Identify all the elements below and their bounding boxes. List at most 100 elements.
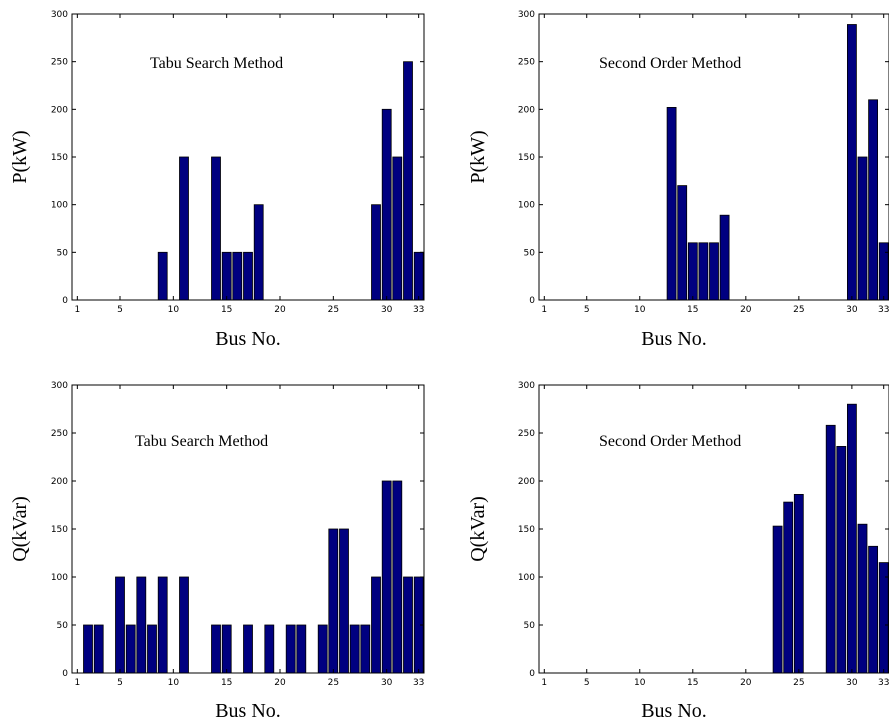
bar-bus-27 <box>349 624 360 674</box>
x-tick-label: 33 <box>413 678 424 688</box>
x-tick-label: 10 <box>168 305 180 315</box>
x-tick-label: 25 <box>328 305 339 315</box>
bar-bus-9 <box>157 576 168 674</box>
bar-bus-32 <box>403 61 413 301</box>
method-annotation: Tabu Search Method <box>135 433 268 450</box>
bar-bus-16 <box>698 242 709 301</box>
x-tick-label: 33 <box>413 305 424 315</box>
x-tick-label: 20 <box>740 678 752 688</box>
y-axis-label: Q(kVar) <box>9 496 31 562</box>
x-tick-label: 15 <box>687 678 698 688</box>
y-axis-label: P(kW) <box>9 130 31 183</box>
bar-bus-16 <box>232 251 243 301</box>
x-tick-label: 10 <box>634 678 646 688</box>
y-axis-label: Q(kVar) <box>467 496 489 562</box>
y-tick-label: 150 <box>51 525 68 535</box>
bar-bus-30 <box>381 480 392 674</box>
bar-bus-2 <box>83 624 93 674</box>
y-tick-label: 100 <box>51 573 68 583</box>
bar-bus-29 <box>371 576 381 674</box>
bar-bus-30 <box>381 108 392 301</box>
bar-bus-31 <box>857 523 868 674</box>
bar-bus-6 <box>125 624 136 674</box>
y-axis-label: P(kW) <box>467 130 489 183</box>
bar-bus-30 <box>847 403 857 674</box>
x-tick-label: 30 <box>381 305 393 315</box>
x-tick-label: 25 <box>793 305 804 315</box>
y-tick-label: 300 <box>51 381 68 391</box>
x-axis-label: Bus No. <box>641 328 707 350</box>
y-tick-label: 100 <box>51 201 68 211</box>
bar-bus-11 <box>179 576 189 674</box>
bar-bus-29 <box>836 445 847 674</box>
x-tick-label: 15 <box>687 305 698 315</box>
bar-bus-17 <box>243 624 253 674</box>
y-tick-label: 50 <box>524 248 536 258</box>
x-tick-label: 5 <box>584 678 590 688</box>
bar-bus-14 <box>211 624 221 674</box>
bar-bus-31 <box>392 480 403 674</box>
y-tick-label: 200 <box>51 477 68 487</box>
x-tick-label: 15 <box>221 678 232 688</box>
x-tick-label: 30 <box>846 305 858 315</box>
y-tick-label: 200 <box>51 105 68 115</box>
y-tick-label: 150 <box>518 525 535 535</box>
bar-bus-28 <box>360 624 371 674</box>
y-tick-label: 100 <box>518 201 535 211</box>
y-tick-label: 200 <box>518 477 535 487</box>
bar-bus-23 <box>772 525 783 674</box>
bar-bus-31 <box>392 156 403 301</box>
bar-bus-30 <box>847 24 857 301</box>
x-tick-label: 1 <box>541 678 547 688</box>
y-tick-label: 250 <box>51 429 68 439</box>
x-tick-label: 15 <box>221 305 232 315</box>
x-tick-label: 20 <box>740 305 752 315</box>
bar-bus-24 <box>317 624 328 674</box>
bar-bus-17 <box>709 242 719 301</box>
x-tick-label: 33 <box>878 305 889 315</box>
y-tick-label: 300 <box>518 10 535 20</box>
y-tick-label: 150 <box>518 153 535 163</box>
bar-bus-17 <box>243 251 253 301</box>
y-tick-label: 50 <box>524 621 536 631</box>
x-tick-label: 20 <box>274 678 286 688</box>
x-tick-label: 20 <box>274 305 286 315</box>
bar-bus-29 <box>371 204 381 301</box>
y-tick-label: 200 <box>518 105 535 115</box>
y-tick-label: 250 <box>51 58 68 68</box>
bar-bus-18 <box>719 214 730 301</box>
bar-bus-32 <box>868 99 878 301</box>
bar-bus-26 <box>339 528 349 674</box>
x-tick-label: 30 <box>846 678 858 688</box>
bar-bus-25 <box>328 528 339 674</box>
x-tick-label: 25 <box>793 678 804 688</box>
bar-bus-31 <box>857 156 868 301</box>
bar-bus-3 <box>93 624 104 674</box>
bar-bus-25 <box>793 493 804 674</box>
x-tick-label: 30 <box>381 678 393 688</box>
y-tick-label: 0 <box>62 296 68 306</box>
x-tick-label: 10 <box>634 305 646 315</box>
y-tick-label: 0 <box>529 296 535 306</box>
bar-bus-24 <box>783 501 794 674</box>
method-annotation: Second Order Method <box>599 55 741 72</box>
y-tick-label: 300 <box>51 10 68 20</box>
x-tick-label: 1 <box>74 678 80 688</box>
bar-bus-33 <box>878 562 889 674</box>
x-tick-label: 33 <box>878 678 889 688</box>
y-tick-label: 150 <box>51 153 68 163</box>
bar-bus-33 <box>878 242 889 301</box>
x-tick-label: 10 <box>168 678 180 688</box>
bar-bus-21 <box>285 624 296 674</box>
bar-bus-9 <box>157 251 168 301</box>
bar-bus-15 <box>221 251 232 301</box>
bar-bus-5 <box>115 576 125 674</box>
x-tick-label: 5 <box>117 305 123 315</box>
bar-bus-15 <box>687 242 698 301</box>
bar-bus-7 <box>136 576 147 674</box>
